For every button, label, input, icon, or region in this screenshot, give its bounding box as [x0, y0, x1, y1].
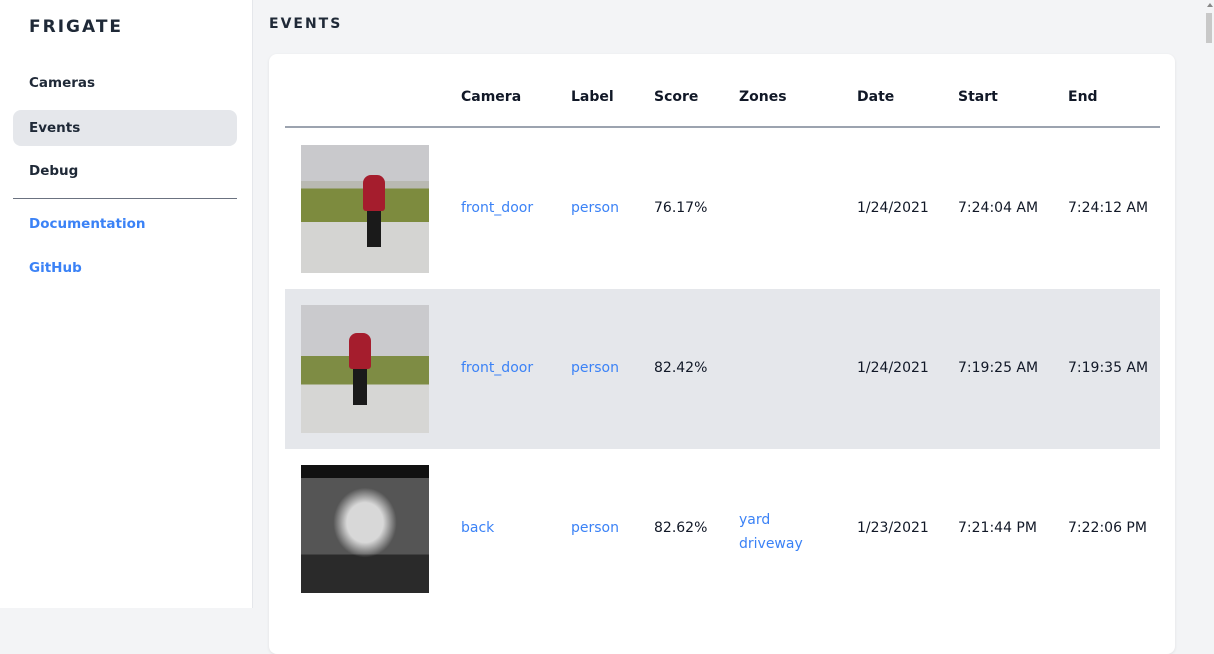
header-score: Score — [654, 89, 699, 105]
table-row[interactable]: back person 82.62% yard driveway 1/23/202… — [285, 449, 1160, 609]
header-date: Date — [857, 89, 895, 105]
zone-link[interactable]: driveway — [739, 536, 803, 552]
header-label: Label — [571, 89, 614, 105]
start-cell: 7:21:44 PM — [958, 520, 1037, 536]
start-cell: 7:19:25 AM — [958, 360, 1039, 376]
end-cell: 7:19:35 AM — [1068, 360, 1149, 376]
camera-link[interactable]: back — [461, 520, 495, 536]
page-title: EVENTS — [269, 16, 343, 32]
date-cell: 1/23/2021 — [857, 520, 929, 536]
label-link[interactable]: person — [571, 520, 619, 536]
table-header: Camera Label Score Zones Date Start End — [285, 54, 1160, 128]
scrollbar[interactable] — [1204, 0, 1214, 608]
sidebar-item-debug[interactable]: Debug — [29, 163, 79, 179]
sidebar: FRIGATE Cameras Events Debug Documentati… — [0, 0, 253, 608]
sidebar-item-events[interactable]: Events — [13, 110, 237, 146]
scroll-up-icon[interactable] — [1207, 3, 1213, 7]
scrollbar-thumb[interactable] — [1206, 13, 1212, 43]
header-start: Start — [958, 89, 998, 105]
header-zones: Zones — [739, 89, 787, 105]
table-row[interactable]: front_door person 82.42% 1/24/2021 7:19:… — [285, 289, 1160, 449]
end-cell: 7:24:12 AM — [1068, 200, 1149, 216]
brand-logo: FRIGATE — [29, 17, 124, 37]
date-cell: 1/24/2021 — [857, 360, 929, 376]
documentation-link[interactable]: Documentation — [29, 216, 146, 232]
github-link[interactable]: GitHub — [29, 260, 82, 276]
camera-link[interactable]: front_door — [461, 200, 534, 216]
score-cell: 76.17% — [654, 200, 708, 216]
date-cell: 1/24/2021 — [857, 200, 929, 216]
event-thumbnail[interactable] — [301, 145, 429, 273]
event-thumbnail[interactable] — [301, 465, 429, 593]
event-thumbnail[interactable] — [301, 305, 429, 433]
score-cell: 82.42% — [654, 360, 708, 376]
sidebar-item-cameras[interactable]: Cameras — [29, 75, 96, 91]
table-row[interactable]: front_door person 76.17% 1/24/2021 7:24:… — [285, 129, 1160, 289]
camera-link[interactable]: front_door — [461, 360, 534, 376]
end-cell: 7:22:06 PM — [1068, 520, 1147, 536]
zone-link[interactable]: yard — [739, 512, 771, 528]
header-end: End — [1068, 89, 1098, 105]
label-link[interactable]: person — [571, 360, 619, 376]
score-cell: 82.62% — [654, 520, 708, 536]
start-cell: 7:24:04 AM — [958, 200, 1039, 216]
label-link[interactable]: person — [571, 200, 619, 216]
sidebar-divider — [13, 198, 237, 199]
events-table: Camera Label Score Zones Date Start End … — [269, 54, 1175, 654]
zones-cell: yard driveway — [739, 508, 803, 556]
header-camera: Camera — [461, 89, 522, 105]
